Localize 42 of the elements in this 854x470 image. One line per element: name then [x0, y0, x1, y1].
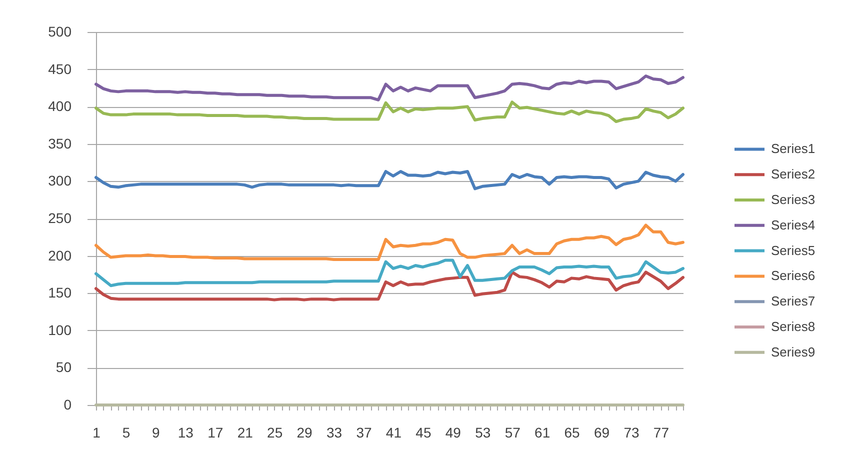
x-tick-label: 77	[653, 424, 670, 440]
x-tick-label: 13	[178, 424, 194, 440]
x-tick-label: 37	[356, 424, 372, 440]
legend-label: Series5	[771, 242, 816, 258]
x-tick-label: 33	[326, 424, 342, 440]
y-tick-label: 200	[48, 247, 72, 264]
x-tick-label: 1	[92, 424, 101, 440]
legend-label: Series7	[771, 294, 816, 309]
y-tick-label: 500	[48, 24, 72, 40]
legend-label: Series4	[771, 217, 816, 232]
x-tick-label: 65	[564, 424, 580, 440]
y-tick-label: 300	[48, 172, 72, 189]
x-tick-label: 49	[445, 424, 462, 440]
y-tick-label: 50	[56, 359, 72, 376]
y-tick-label: 400	[48, 98, 72, 114]
legend-label: Series1	[771, 141, 816, 156]
line-series	[94, 74, 684, 102]
y-tick-label: 150	[48, 284, 72, 301]
legend-label: Series2	[771, 166, 816, 182]
y-tick-label: 100	[48, 322, 72, 338]
y-tick-label: 250	[48, 210, 72, 226]
x-tick-label: 29	[296, 424, 313, 440]
y-tick-label: 450	[48, 60, 72, 77]
line-series	[94, 258, 684, 288]
legend-label: Series9	[771, 344, 816, 360]
legend-label: Series3	[771, 192, 816, 208]
x-tick-label: 45	[416, 424, 432, 440]
x-tick-label: 61	[534, 424, 550, 440]
x-tick-label: 21	[237, 424, 254, 440]
x-tick-label: 5	[122, 424, 130, 440]
legend-label: Series6	[771, 268, 816, 284]
x-tick-label: 17	[208, 424, 224, 440]
x-tick-label: 53	[475, 424, 491, 440]
x-tick-label: 73	[624, 424, 640, 440]
legend-label: Series8	[771, 319, 816, 334]
y-tick-label: 0	[64, 396, 72, 412]
x-tick-label: 25	[267, 424, 283, 440]
x-tick-label: 57	[504, 424, 521, 440]
x-tick-label: 41	[386, 424, 402, 440]
y-tick-label: 350	[48, 135, 72, 152]
x-tick-label: 9	[152, 424, 160, 440]
x-tick-label: 69	[594, 424, 610, 440]
